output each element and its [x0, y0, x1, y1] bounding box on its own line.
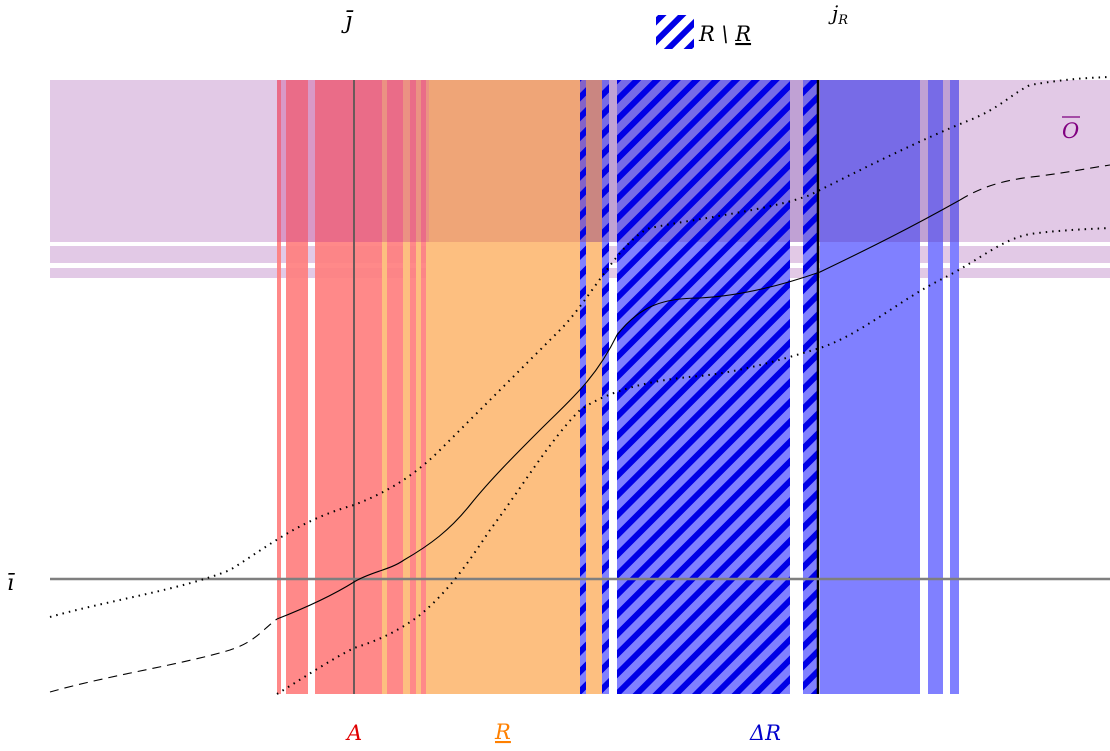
label-delta-r: ΔR: [749, 721, 781, 745]
label-j-r: jR: [828, 1, 848, 28]
label-r-under: R: [494, 720, 511, 744]
legend-hatch-swatch: [656, 15, 694, 49]
j-r-sub: R: [837, 13, 848, 28]
dashed-curve: [49, 164, 1110, 693]
legend-underlined: R: [734, 22, 751, 46]
dotted-lower-curve: [276, 227, 1110, 695]
solid-curve: [276, 199, 961, 620]
label-legend: R \ R: [698, 22, 751, 46]
j-r-base: j: [828, 1, 838, 25]
label-i-bar: ī: [7, 571, 15, 596]
region-r-under: [382, 80, 602, 694]
label-a: A: [345, 721, 362, 745]
legend-prefix: R \: [698, 22, 735, 46]
region-a: [277, 80, 426, 694]
label-o-bar: O: [1062, 119, 1079, 143]
label-j-bar: j̄: [341, 8, 354, 34]
